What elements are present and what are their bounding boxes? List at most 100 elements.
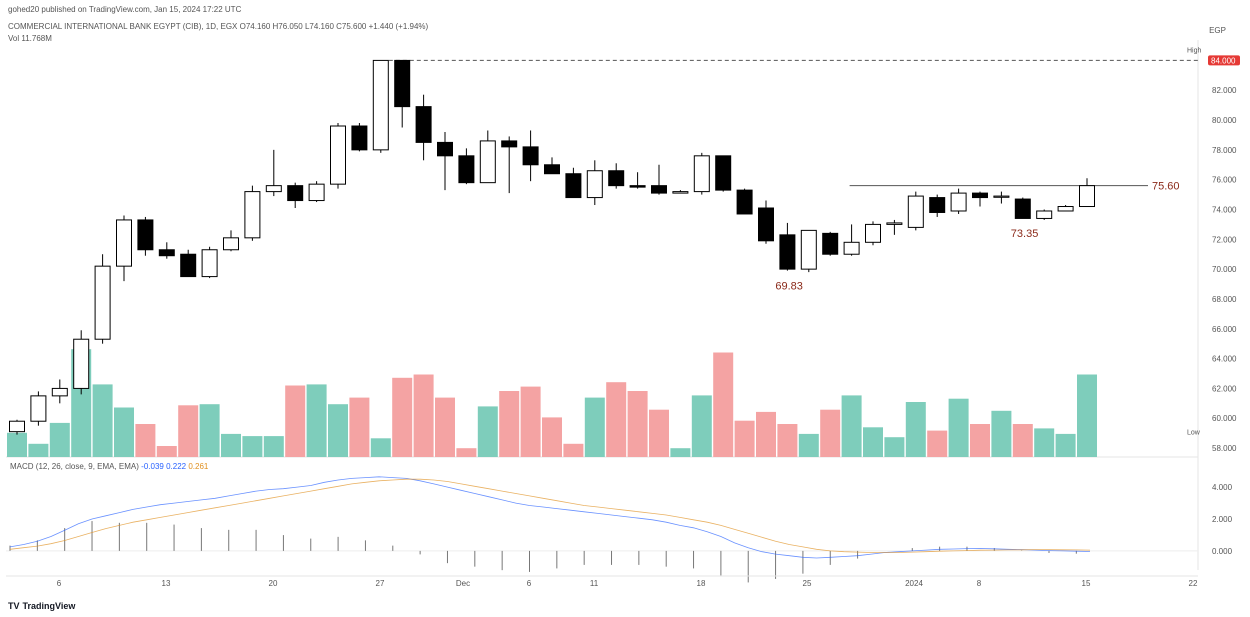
volume-bar	[413, 374, 434, 457]
annotation-label: 69.83	[775, 281, 803, 293]
candle-body	[822, 232, 839, 255]
high-price-tag	[1208, 55, 1240, 66]
volume-bar	[263, 436, 284, 457]
volume-bar	[156, 446, 177, 457]
candle-body	[73, 338, 90, 389]
price-tick-label: 74.000	[1212, 205, 1237, 214]
volume-bar	[905, 402, 926, 457]
volume-bar	[92, 384, 113, 457]
volume-bar	[242, 436, 263, 457]
candle-body	[244, 191, 261, 239]
x-tick-label: 20	[269, 579, 278, 588]
volume-bar	[713, 352, 734, 457]
macd-legend-signal: 0.222	[166, 462, 187, 471]
price-tick-label: 58.000	[1212, 444, 1237, 453]
candle-body	[929, 197, 946, 213]
candle-body	[394, 59, 411, 108]
x-tick-label: 18	[697, 579, 706, 588]
candle-body	[972, 192, 988, 199]
candle-body	[9, 420, 25, 433]
volume-bar	[1077, 374, 1097, 457]
price-tick-label: 66.000	[1212, 325, 1237, 334]
candle-body	[608, 170, 625, 187]
macd-legend: MACD (12, 26, close, 9, EMA, EMA) -0.039…	[10, 462, 208, 471]
volume-bar	[798, 433, 819, 457]
candle-body	[586, 170, 603, 199]
candle-body	[501, 140, 518, 148]
price-tick-label: 68.000	[1212, 295, 1237, 304]
volume-bar	[927, 430, 948, 457]
volume-bar	[499, 391, 520, 457]
candle-body	[330, 125, 346, 185]
candle-body	[30, 395, 47, 422]
volume-bar	[28, 443, 49, 457]
high-label: High	[1187, 47, 1202, 54]
candle-body	[715, 155, 732, 191]
candle-body	[479, 140, 496, 184]
candle-body	[736, 189, 753, 215]
volume-bar	[477, 406, 498, 457]
macd-line	[9, 476, 1091, 559]
volume-bar	[178, 405, 199, 457]
volume-bar	[970, 424, 990, 457]
volume-bar	[114, 407, 134, 457]
low-label: Low	[1187, 430, 1201, 437]
volume-bar	[670, 448, 691, 457]
volume-bar	[306, 384, 327, 457]
candle-body	[223, 237, 239, 251]
volume-bar	[328, 404, 348, 457]
volume-bar	[285, 385, 306, 457]
publisher-line: gohed20 published on TradingView.com, Ja…	[8, 5, 242, 14]
volume-bar	[49, 422, 70, 457]
price-tick-label: 64.000	[1212, 355, 1237, 364]
price-tick-label: 62.000	[1212, 384, 1237, 393]
candle-body	[843, 241, 860, 255]
price-tick-label: 72.000	[1212, 235, 1237, 244]
candle-body	[51, 387, 68, 397]
price-tick-label: 80.000	[1212, 116, 1237, 125]
volume-bar	[199, 404, 220, 457]
price-tick-label: 76.000	[1212, 176, 1237, 185]
x-tick-label: 8	[977, 579, 982, 588]
candle-body	[865, 223, 881, 243]
candle-body	[116, 219, 132, 267]
volume-bar	[435, 397, 455, 457]
annotation-label: 73.35	[1011, 228, 1039, 240]
candle-body	[544, 164, 560, 175]
currency-label: EGP	[1209, 26, 1226, 35]
volume-bar	[370, 438, 391, 457]
candle-body	[522, 146, 539, 166]
signal-line	[9, 478, 1091, 553]
x-tick-label: 13	[162, 579, 171, 588]
candle-body	[415, 106, 432, 143]
candle-body	[886, 222, 903, 225]
candle-body	[1014, 198, 1031, 219]
macd-legend-value: -0.039	[141, 462, 164, 471]
price-tick-label: 60.000	[1212, 414, 1237, 423]
volume-bar	[542, 417, 562, 457]
volume-bar	[1034, 428, 1055, 457]
volume-bar	[606, 382, 627, 457]
macd-tick-label: 0.000	[1212, 547, 1233, 556]
price-tick-label: 70.000	[1212, 265, 1237, 274]
x-tick-label: 15	[1082, 579, 1091, 588]
candle-body	[437, 141, 453, 157]
candle-body	[94, 265, 111, 340]
candle-body	[800, 229, 817, 270]
candle-body	[458, 155, 475, 184]
candle-body	[180, 253, 197, 278]
x-tick-label: Dec	[456, 579, 470, 588]
volume-bar	[991, 410, 1012, 457]
candle-body	[265, 185, 282, 193]
price-tick-label: 78.000	[1212, 146, 1237, 155]
x-tick-label: 22	[1189, 579, 1198, 588]
candle-body	[1057, 206, 1074, 212]
volume-bar	[756, 411, 776, 457]
x-tick-label: 2024	[905, 579, 923, 588]
volume-bar	[520, 386, 541, 457]
volume-bar	[948, 398, 969, 457]
volume-bar	[349, 397, 370, 457]
candle-body	[201, 249, 218, 278]
price-tick-label: 82.000	[1212, 86, 1237, 95]
